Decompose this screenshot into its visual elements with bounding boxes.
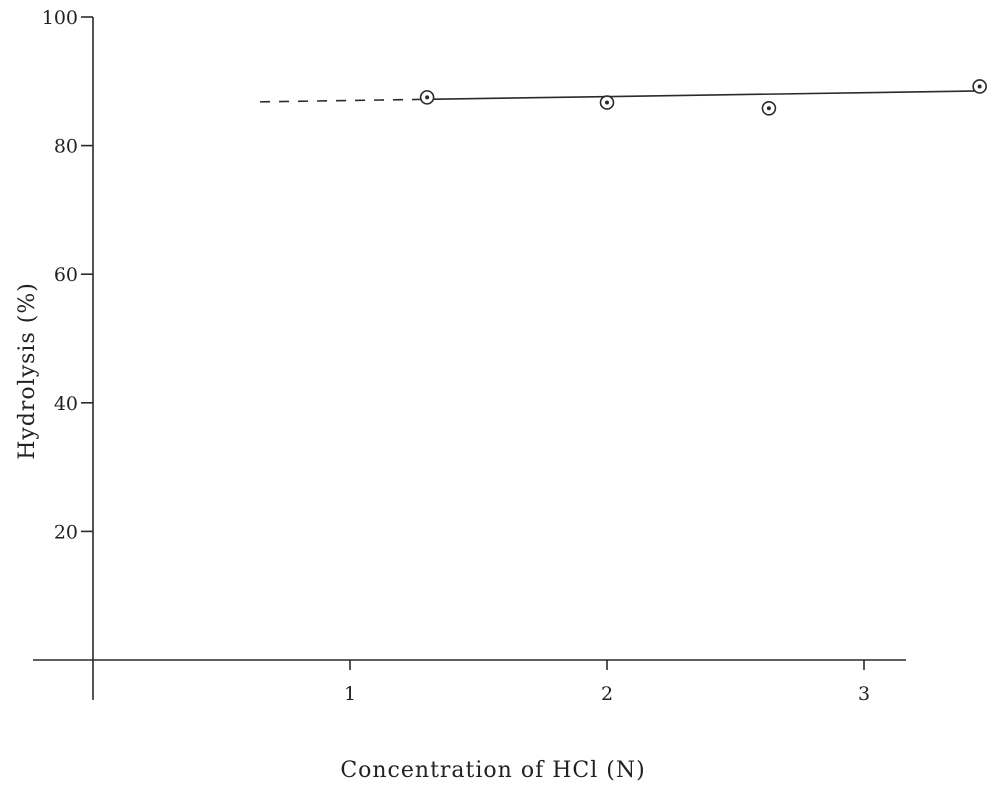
data-point: [419, 90, 435, 105]
y-tick-label: 100: [42, 7, 78, 29]
y-ticks: 20 40 60 80 100: [42, 7, 93, 543]
data-point: [761, 101, 777, 116]
x-tick-label: 2: [601, 683, 613, 705]
x-axis-title: Concentration of HCl (N): [340, 758, 645, 783]
y-tick-label: 60: [54, 264, 78, 286]
fit-line: [427, 90, 980, 101]
y-axis-title: Hydrolysis (%): [15, 282, 40, 460]
y-tick-label: 40: [54, 393, 78, 415]
data-point: [599, 95, 615, 110]
x-ticks: 1 2 3: [344, 660, 870, 705]
data-points: [419, 79, 987, 116]
x-tick-label: 3: [858, 683, 870, 705]
axes: [33, 17, 906, 700]
data-point-dot: [977, 84, 982, 89]
data-point-dot: [605, 100, 609, 105]
fit-line-extrapolated: [260, 98, 428, 103]
y-tick-label: 80: [54, 136, 78, 158]
data-point-dot: [766, 106, 771, 111]
data-point: [972, 79, 987, 94]
x-tick-label: 1: [344, 683, 356, 705]
fit-lines: [260, 90, 980, 103]
data-point-dot: [425, 95, 430, 100]
y-tick-label: 20: [54, 521, 78, 543]
